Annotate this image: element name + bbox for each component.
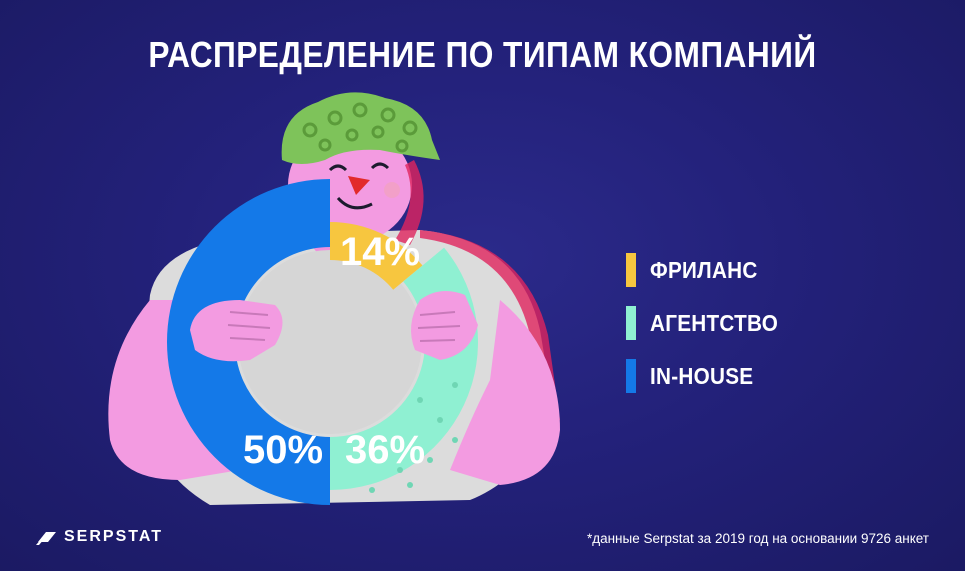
legend-swatch bbox=[626, 306, 636, 340]
character-eye-right bbox=[370, 162, 390, 170]
serpstat-logo-icon bbox=[36, 532, 56, 545]
character-hand-left-fingers bbox=[227, 311, 271, 341]
character-cheek bbox=[384, 182, 400, 198]
donut-slice-in-house bbox=[167, 179, 330, 505]
character-hand-right bbox=[411, 291, 478, 360]
legend-swatch bbox=[626, 359, 636, 393]
legend-swatch bbox=[626, 253, 636, 287]
character-nose bbox=[348, 176, 370, 195]
footnote: *данные Serpstat за 2019 год на основани… bbox=[586, 531, 929, 546]
legend-label: ФРИЛАНС bbox=[650, 256, 758, 283]
character-head-shadow bbox=[395, 160, 424, 245]
character-hand-right-fingers bbox=[417, 311, 461, 342]
character-eye-left bbox=[328, 164, 348, 172]
donut-label-freelance: 14% bbox=[340, 230, 420, 274]
donut-center bbox=[238, 250, 422, 434]
chart-legend: ФРИЛАНС АГЕНТСТВО IN-HOUSE bbox=[626, 252, 792, 411]
character-hair-curls bbox=[302, 102, 418, 153]
legend-item-freelance: ФРИЛАНС bbox=[626, 252, 792, 288]
legend-label: АГЕНТСТВО bbox=[650, 309, 779, 336]
donut-label-agency: 36% bbox=[345, 428, 425, 472]
character-arm-right bbox=[450, 300, 560, 485]
legend-item-in-house: IN-HOUSE bbox=[626, 358, 792, 394]
serpstat-logo: SERPSTAT bbox=[36, 528, 163, 546]
character-mouth bbox=[336, 196, 373, 210]
chart-title: РАСПРЕДЕЛЕНИЕ ПО ТИПАМ КОМПАНИЙ bbox=[148, 34, 817, 75]
donut-slice-freelance bbox=[330, 222, 423, 290]
donut-label-in-house: 50% bbox=[243, 428, 323, 472]
agency-slice-texture bbox=[369, 382, 458, 493]
legend-label: IN-HOUSE bbox=[650, 362, 754, 389]
logo-text: SERPSTAT bbox=[64, 528, 163, 545]
legend-item-agency: АГЕНТСТВО bbox=[626, 305, 792, 341]
